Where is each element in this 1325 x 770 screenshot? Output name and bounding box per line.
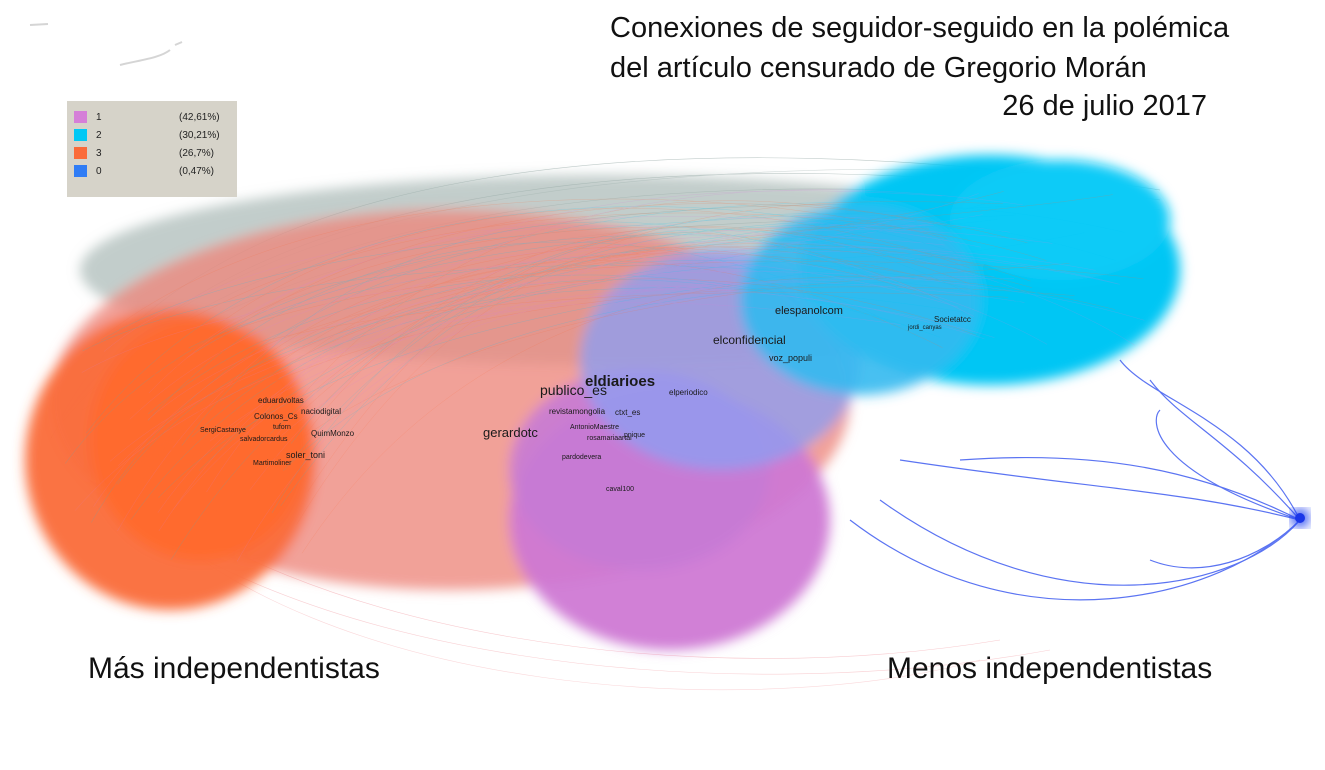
legend-percent: (30,21%)	[179, 130, 220, 141]
node-label-elconfidencial: elconfidencial	[713, 333, 786, 347]
label-less-independentist: Menos independentistas	[887, 652, 1213, 685]
node-label-caval100: caval100	[606, 486, 635, 493]
brush-marks	[29, 23, 183, 66]
legend-swatch	[74, 147, 87, 159]
legend-row: 2 (30,21%)	[67, 127, 237, 145]
blue-node-core	[1295, 513, 1305, 523]
node-label-jordi-canyas: jordi_canyas	[908, 325, 942, 331]
node-label-eldiarioes: eldiarioes	[585, 373, 656, 390]
node-label-martimoliner: Martimoliner	[253, 460, 292, 467]
legend-swatch	[74, 111, 87, 123]
node-label-sergicastanye: SergiCastanye	[200, 427, 246, 434]
legend-id: 2	[96, 130, 102, 141]
legend-id: 1	[96, 112, 102, 123]
node-label-elespanolcom: elespanolcom	[775, 305, 843, 317]
mass-orange-core	[90, 320, 310, 560]
legend-percent: (0,47%)	[179, 166, 215, 177]
legend-row: 3 (26,7%)	[67, 145, 237, 163]
node-label-rosamariaartal: rosamariaartal	[587, 435, 632, 442]
node-label-antoniomaestre: AntonioMaestre	[570, 424, 620, 431]
legend-percent: (42,61%)	[179, 112, 220, 123]
node-label-voz-populi: voz_populi	[769, 353, 813, 363]
legend-row: 0 (0,47%)	[67, 163, 237, 181]
node-label-societatcc: Societatcc	[934, 315, 971, 324]
node-label-soler-toni: soler_toni	[286, 450, 326, 460]
node-label-eduardvoltas: eduardvoltas	[258, 396, 304, 405]
node-label-tuforn: tuforn	[273, 424, 291, 431]
title-date: 26 de julio 2017	[1002, 90, 1207, 122]
mass-cyan-2	[950, 160, 1170, 280]
legend-row: 1 (42,61%)	[67, 109, 237, 127]
title-line-1: Conexiones de seguidor-seguido en la pol…	[610, 12, 1230, 44]
edge-texture	[61, 189, 1148, 562]
node-label-pardodevera: pardodevera	[562, 454, 602, 461]
community-masses	[25, 155, 1180, 650]
legend-swatch	[74, 165, 87, 177]
node-label-publico-es: publico_es	[540, 382, 607, 398]
node-label-elperiodico: elperiodico	[669, 388, 708, 397]
node-label-pnique: pnique	[624, 432, 646, 439]
node-label-naciodigital: naciodigital	[301, 407, 342, 416]
node-label-ctxt-es: ctxt_es	[615, 408, 641, 417]
node-label-quimmonzo: QuimMonzo	[311, 429, 355, 438]
node-label-revistamongolia: revistamongolia	[549, 407, 606, 416]
node-label-salvadorcardus: salvadorcardus	[240, 436, 288, 443]
legend: 1 (42,61%) 2 (30,21%) 3 (26,7%) 0 (0,47%…	[67, 101, 237, 197]
legend-id: 3	[96, 148, 102, 159]
legend-id: 0	[96, 166, 102, 177]
node-label-gerardotc: gerardotc	[483, 425, 538, 440]
node-label-colonos-cs: Colonos_Cs	[254, 412, 298, 421]
mass-cyan-mid	[740, 205, 980, 395]
blue-arcs	[849, 359, 1301, 601]
label-more-independentist: Más independentistas	[88, 652, 380, 685]
title-line-2: del artículo censurado de Gregorio Morán	[610, 52, 1147, 84]
legend-swatch	[74, 129, 87, 141]
legend-percent: (26,7%)	[179, 148, 215, 159]
